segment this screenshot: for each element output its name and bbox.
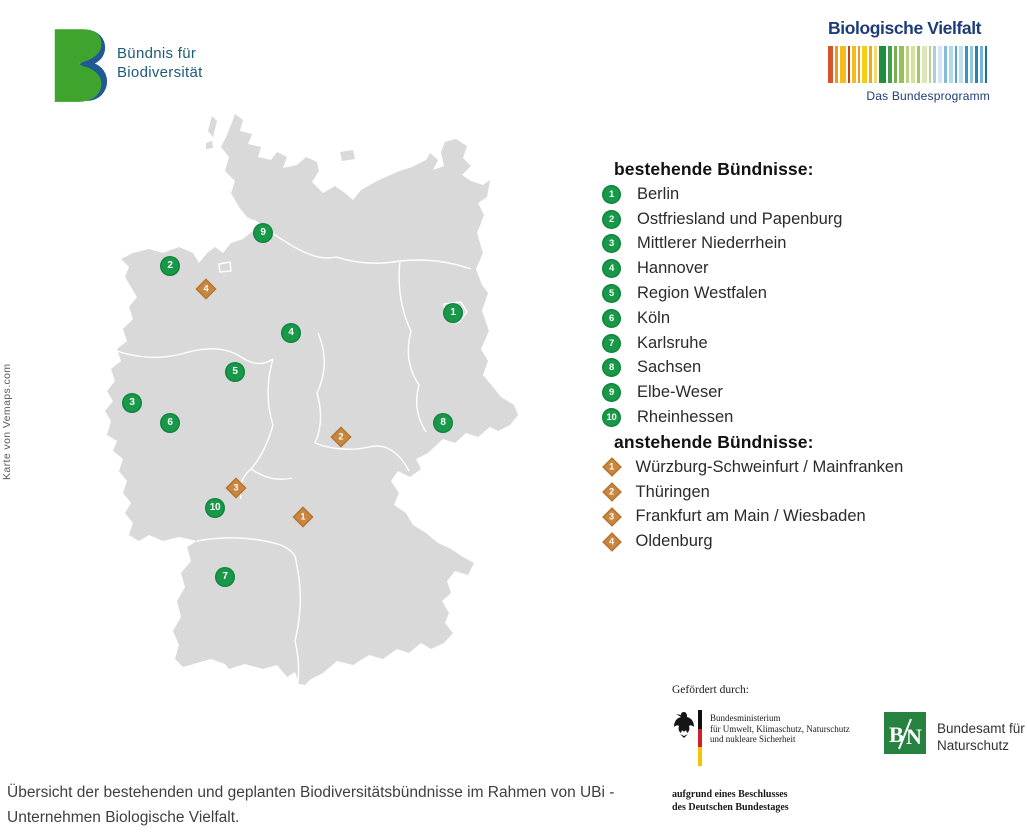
bundesprogramm-subtitle: Das Bundesprogramm [866, 89, 990, 103]
barcode-stripe [980, 46, 983, 83]
barcode-stripe [975, 46, 978, 83]
legend-item-ostfriesland: 2 Ostfriesland und Papenburg [602, 207, 903, 232]
buendnis-logo-line1: Bündnis für [117, 45, 197, 62]
legend-item-rheinhessen: 10 Rheinhessen [602, 405, 903, 430]
barcode-stripe [840, 46, 846, 83]
legend-upcoming-heading: anstehende Bündnisse: [614, 431, 814, 452]
barcode-stripe [869, 46, 872, 83]
existing-badge-icon: 2 [602, 209, 621, 229]
buendnis-logo-line2: Biodiversität [117, 64, 203, 81]
barcode-stripe [852, 46, 856, 83]
barcode-stripe [970, 46, 973, 83]
bfn-name: Bundesamt für Naturschutz [937, 721, 1025, 753]
upcoming-badge-icon: 3 [601, 507, 622, 527]
biologische-vielfalt-title: Biologische Vielfalt [828, 18, 982, 38]
existing-badge-icon: 6 [602, 308, 621, 328]
existing-badge-icon: 1 [602, 184, 621, 204]
existing-badge-icon: 10 [602, 408, 621, 428]
barcode-stripe [879, 46, 886, 83]
barcode-stripe [949, 46, 953, 83]
funding-intro: Gefördert durch: [672, 684, 749, 696]
legend-item-region-westfalen: 5 Region Westfalen [602, 281, 903, 306]
buendnis-logo [48, 28, 110, 109]
existing-badge-icon: 7 [602, 333, 621, 353]
barcode-stripe [985, 46, 987, 83]
barcode-stripe [906, 46, 909, 83]
svg-text:N: N [906, 724, 922, 749]
legend-existing-heading: bestehende Bündnisse: [614, 159, 814, 179]
ministry-name: Bundesministerium für Umwelt, Klimaschut… [710, 713, 850, 744]
bfn-square-icon: B N [884, 712, 926, 754]
barcode-stripe [894, 46, 897, 83]
barcode-stripe [933, 46, 936, 83]
existing-badge-icon: 5 [602, 284, 621, 304]
germany-map [105, 114, 518, 690]
barcode-stripes-icon [828, 46, 988, 83]
legend-item-wuerzburg: 1 Würzburg-Schweinfurt / Mainfranken [601, 455, 903, 480]
buendnis-logo-wordmark: Bündnis für Biodiversität [117, 44, 203, 82]
barcode-stripe [922, 46, 927, 83]
barcode-stripe [874, 46, 877, 83]
bundestag-mandate-note: aufgrund eines Beschlusses des Deutschen… [672, 789, 789, 813]
federal-eagle-icon [674, 712, 694, 738]
barcode-stripe [938, 46, 942, 83]
biologische-vielfalt-logo: Biologische Vielfalt Das Bundesprogramm [828, 18, 990, 103]
existing-badge-icon: 3 [602, 234, 621, 254]
upcoming-badge-icon: 1 [601, 457, 622, 478]
map-credit: Karte von Vemaps.com [1, 363, 13, 480]
existing-badge-icon: 4 [602, 259, 621, 279]
barcode-stripe [955, 46, 957, 83]
legend: bestehende Bündnisse: 1 Berlin 2 Ostfrie… [601, 157, 903, 554]
legend-item-frankfurt: 3 Frankfurt am Main / Wiesbaden [601, 505, 903, 530]
upcoming-badge-icon: 2 [601, 482, 622, 503]
legend-item-karlsruhe: 7 Karlsruhe [602, 331, 903, 356]
barcode-stripe [888, 46, 892, 83]
barcode-stripe [828, 46, 833, 83]
barcode-stripe [858, 46, 860, 83]
legend-item-sachsen: 8 Sachsen [602, 356, 903, 381]
legend-item-thueringen: 2 Thüringen [601, 480, 903, 505]
legend-item-elbe-weser: 9 Elbe-Weser [602, 380, 903, 405]
barcode-stripe [835, 46, 838, 83]
svg-text:B: B [889, 722, 904, 747]
existing-badge-icon: 9 [602, 383, 621, 403]
german-flag-bar-icon [698, 710, 702, 767]
state-borders [113, 219, 472, 690]
barcode-stripe [965, 46, 968, 83]
upcoming-badge-icon: 4 [601, 531, 622, 552]
existing-badge-icon: 8 [602, 358, 621, 378]
legend-item-hannover: 4 Hannover [602, 256, 903, 281]
bfn-logo: B N Bundesamt für Naturschutz [884, 712, 1025, 754]
barcode-stripe [911, 46, 915, 83]
legend-item-berlin: 1 Berlin [602, 182, 903, 207]
barcode-stripe [959, 46, 963, 83]
barcode-stripe [848, 46, 850, 83]
barcode-stripe [944, 46, 947, 83]
legend-item-mittlerer-niederrhein: 3 Mittlerer Niederrhein [602, 232, 903, 257]
barcode-stripe [862, 46, 867, 83]
buendnis-b-mark-icon [54, 29, 108, 102]
figure-caption: Übersicht der bestehenden und geplanten … [7, 784, 615, 826]
barcode-stripe [917, 46, 920, 83]
barcode-stripe [899, 46, 904, 83]
legend-item-oldenburg: 4 Oldenburg [601, 529, 903, 554]
bmu-logo: Bundesministerium für Umwelt, Klimaschut… [672, 710, 850, 767]
legend-item-koeln: 6 Köln [602, 306, 903, 331]
barcode-stripe [929, 46, 931, 83]
